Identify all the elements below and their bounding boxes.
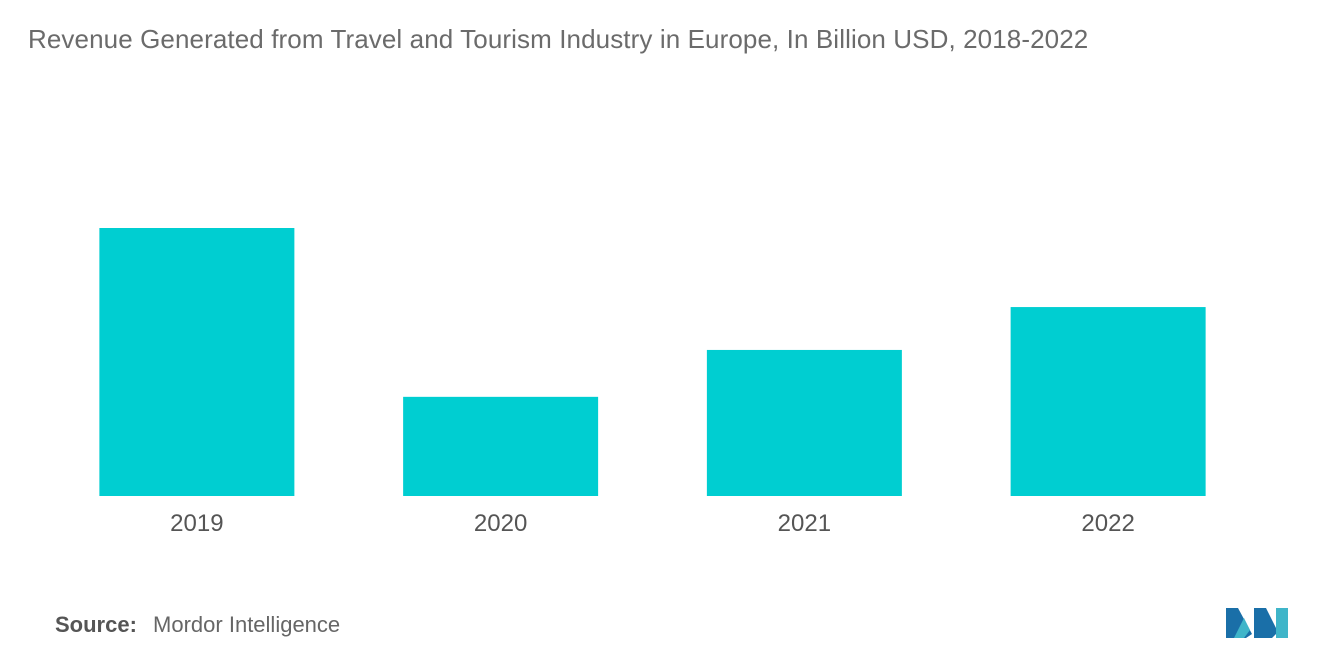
bar-2022 [1010,307,1206,496]
x-tick-label-2020: 2020 [474,510,527,537]
bar-2021 [706,349,902,496]
x-tick-label-2022: 2022 [1081,510,1134,537]
source-note: Source: Mordor Intelligence [55,612,340,638]
mordor-intelligence-logo-icon [1226,608,1288,638]
x-tick-label-2021: 2021 [778,510,831,537]
bar-2020 [403,396,599,496]
source-text: Mordor Intelligence [153,612,341,637]
x-tick-label-2019: 2019 [170,510,223,537]
source-label: Source: [55,612,137,637]
bar-group [99,228,1206,496]
x-axis-labels: 2019 2020 2021 2022 [170,510,1135,537]
bar-2019 [99,228,295,496]
chart-title: Revenue Generated from Travel and Touris… [28,24,1089,54]
